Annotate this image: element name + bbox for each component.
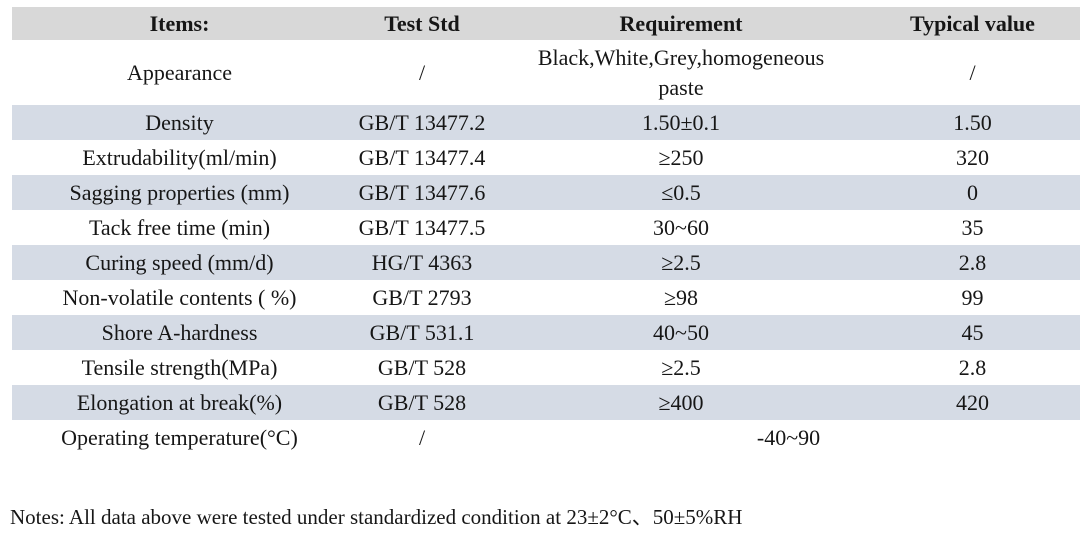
spec-table-header: Items: Test Std Requirement Typical valu… (12, 7, 1080, 40)
spec-table: Items: Test Std Requirement Typical valu… (12, 7, 1080, 455)
cell-requirement: ≥400 (658, 389, 704, 415)
requirement-text: Black,White,Grey,homogeneous paste (537, 44, 825, 100)
cell-typical: 420 (956, 389, 989, 415)
cell-typical: 0 (967, 179, 978, 205)
cell-typical: 320 (956, 144, 989, 170)
cell-test-std: GB/T 531.1 (369, 319, 475, 345)
cell-requirement: ≥2.5 (661, 249, 701, 275)
cell-typical: 99 (961, 284, 984, 310)
table-row-appearance: Appearance / Black,White,Grey,homogeneou… (12, 40, 1080, 105)
header-row: Items: Test Std Requirement Typical valu… (12, 7, 1080, 40)
cell-typical: 1.50 (953, 109, 992, 135)
cell-requirement: ≥2.5 (661, 354, 701, 380)
table-row-operating-temperature: Operating temperature(°C) / -40~90 (12, 420, 1080, 455)
cell-item: Operating temperature(°C) (61, 424, 298, 450)
cell-item: Elongation at break(%) (76, 389, 283, 415)
cell-test-std: GB/T 2793 (372, 284, 472, 310)
cell-item: Appearance (126, 59, 233, 85)
cell-typical: / (969, 59, 976, 85)
cell-typical: 45 (961, 319, 984, 345)
col-header-test-std: Test Std (347, 7, 497, 40)
table-row-sagging: Sagging properties (mm) GB/T 13477.6 ≤0.… (12, 175, 1080, 210)
table-row-density: Density GB/T 13477.2 1.50±0.1 1.50 (12, 105, 1080, 140)
cell-typical: 2.8 (958, 354, 987, 380)
table-row-tensile-strength: Tensile strength(MPa) GB/T 528 ≥2.5 2.8 (12, 350, 1080, 385)
cell-item: Density (145, 109, 214, 135)
table-row-tack-free-time: Tack free time (min) GB/T 13477.5 30~60 … (12, 210, 1080, 245)
cell-test-std: GB/T 528 (377, 389, 467, 415)
cell-requirement: Black,White,Grey,homogeneous paste (497, 40, 865, 105)
cell-requirement: 30~60 (653, 214, 709, 240)
cell-test-std: / (418, 424, 426, 450)
table-row-extrudability: Extrudability(ml/min) GB/T 13477.4 ≥250 … (12, 140, 1080, 175)
cell-test-std: GB/T 528 (377, 354, 467, 380)
table-row-elongation: Elongation at break(%) GB/T 528 ≥400 420 (12, 385, 1080, 420)
col-header-items: Items: (12, 7, 347, 40)
cell-item: Tensile strength(MPa) (81, 354, 278, 380)
col-header-typical: Typical value (865, 7, 1080, 40)
table-row-shore-hardness: Shore A-hardness GB/T 531.1 40~50 45 (12, 315, 1080, 350)
cell-requirement: 1.50±0.1 (641, 109, 721, 135)
cell-requirement: ≥98 (663, 284, 699, 310)
cell-test-std: GB/T 13477.2 (358, 109, 486, 135)
cell-test-std: GB/T 13477.4 (358, 144, 486, 170)
table-row-non-volatile: Non-volatile contents ( %) GB/T 2793 ≥98… (12, 280, 1080, 315)
cell-test-std: GB/T 13477.6 (358, 179, 486, 205)
table-row-curing-speed: Curing speed (mm/d) HG/T 4363 ≥2.5 2.8 (12, 245, 1080, 280)
cell-item: Curing speed (mm/d) (85, 249, 274, 275)
cell-test-std: GB/T 13477.5 (358, 214, 486, 240)
cell-requirement: 40~50 (653, 319, 709, 345)
cell-requirement: ≥250 (658, 144, 704, 170)
cell-requirement: ≤0.5 (661, 179, 701, 205)
cell-item: Shore A-hardness (101, 319, 258, 345)
cell-test-std: / (418, 59, 426, 85)
col-header-requirement: Requirement (497, 7, 865, 40)
cell-test-std: HG/T 4363 (371, 249, 473, 275)
cell-item: Non-volatile contents ( %) (62, 284, 297, 310)
cell-item: Sagging properties (mm) (69, 179, 290, 205)
cell-requirement-merged: -40~90 (756, 424, 821, 450)
cell-item: Extrudability(ml/min) (82, 144, 277, 170)
cell-item: Tack free time (min) (88, 214, 271, 240)
cell-typical: 35 (961, 214, 984, 240)
notes-text: Notes: All data above were tested under … (10, 505, 743, 529)
cell-typical: 2.8 (958, 249, 987, 275)
